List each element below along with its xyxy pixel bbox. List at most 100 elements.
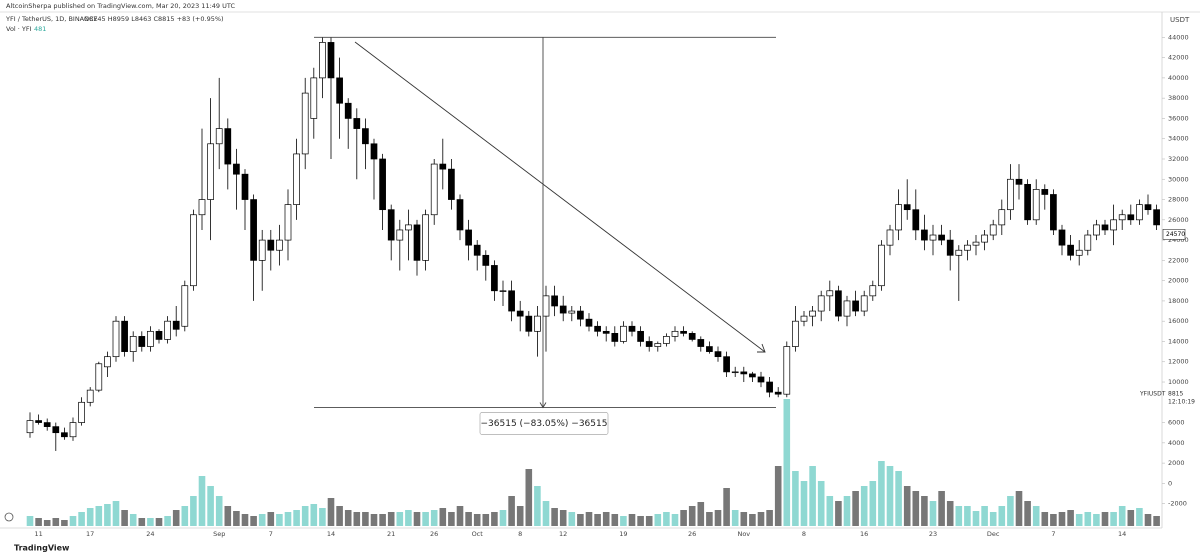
plot: 4400042000400003800036000340003200030000… [26, 33, 1195, 538]
volume-bar [344, 510, 352, 526]
candle-body [387, 209, 395, 241]
candle-body [1153, 209, 1160, 226]
candle-body [972, 241, 980, 246]
volume-bar [981, 506, 988, 526]
volume-bar [1136, 508, 1143, 526]
volume-bar [448, 512, 455, 526]
volume-bar [35, 518, 42, 526]
y-tick-label: 36000 [1168, 114, 1189, 122]
candle-body [903, 204, 911, 211]
candle-body [198, 199, 206, 216]
volume-bar [731, 510, 739, 526]
volume-bar [637, 516, 644, 526]
x-tick-label: 16 [860, 530, 868, 538]
candle-body [430, 163, 438, 216]
candle-body [783, 346, 791, 395]
volume-bar [215, 496, 223, 526]
candle-body [258, 239, 266, 261]
candle-body [792, 320, 799, 347]
candle-body [1084, 234, 1092, 251]
volume-bar [456, 506, 464, 526]
y-tick-label: 4000 [1168, 439, 1185, 447]
volume-bar [972, 511, 980, 526]
candle-body [508, 290, 515, 312]
volume-bar [551, 508, 558, 526]
x-tick-label: 23 [929, 530, 937, 538]
candle-body [473, 244, 481, 256]
volume-bar [886, 466, 894, 526]
volume-bar [860, 486, 868, 526]
volume-bar [1075, 514, 1083, 526]
candle-body [465, 229, 472, 246]
volume-bar [559, 510, 567, 526]
candle-body [155, 330, 163, 340]
y-tick-label: 32000 [1168, 155, 1189, 163]
candle-body [800, 315, 808, 322]
volume-bar [955, 506, 963, 526]
candle-body [86, 389, 94, 403]
volume-bar [869, 481, 877, 526]
volume-bar [241, 514, 249, 526]
settings-icon[interactable] [4, 512, 14, 522]
candle-body [1101, 224, 1109, 231]
volume-bar [663, 512, 670, 526]
candle-body [516, 310, 524, 317]
symbol-label: YFIUSDT [1139, 391, 1166, 398]
volume-bar [319, 508, 326, 526]
volume-bar [1101, 512, 1109, 526]
candle-body [749, 373, 756, 378]
candle-body [766, 381, 773, 393]
volume-label: Vol · YFI [6, 25, 32, 33]
x-tick-label: 26 [688, 530, 696, 538]
volume-bar [1050, 514, 1057, 526]
volume-bar [190, 496, 197, 526]
candle-body [886, 229, 894, 246]
candle-body [912, 209, 920, 231]
candle-body [938, 234, 945, 241]
candle-body [1015, 178, 1023, 185]
candle-body [396, 229, 404, 241]
y-unit: USDT [1170, 16, 1190, 24]
volume-bar [430, 510, 438, 526]
x-tick-label: 14 [327, 530, 335, 538]
candle-body [551, 295, 558, 307]
x-tick-label: 8 [802, 530, 806, 538]
volume-bar [284, 512, 292, 526]
volume-bar [611, 514, 619, 526]
candle-body [121, 320, 128, 352]
x-tick-label: 7 [1051, 530, 1055, 538]
volume-bar [1041, 512, 1049, 526]
candle-body [998, 209, 1006, 226]
volume-bar [267, 512, 275, 526]
volume-bar [1015, 491, 1023, 526]
volume-bar [740, 512, 748, 526]
volume-bar [250, 516, 257, 526]
volume-bar [224, 506, 232, 526]
candle-body [602, 330, 610, 334]
y-tick-label: 28000 [1168, 196, 1189, 204]
volume-bar [697, 502, 705, 526]
candle-body [559, 305, 567, 314]
x-tick-label: 7 [269, 530, 273, 538]
volume-bar [129, 514, 137, 526]
volume-bar [577, 514, 584, 526]
candle-body [129, 336, 137, 352]
candle-body [628, 325, 636, 332]
candle-body [284, 204, 292, 241]
candle-body [370, 143, 378, 160]
candle-body [276, 239, 283, 251]
price-marker: 24570 [1166, 231, 1185, 238]
candle-body [740, 371, 748, 375]
candle-body [267, 239, 275, 251]
volume-bar [1153, 516, 1160, 526]
y-tick-label: 38000 [1168, 94, 1189, 102]
candle-body [112, 320, 120, 358]
candle-body [35, 420, 42, 423]
candle-body [774, 391, 782, 395]
volume-bar [147, 518, 154, 526]
candle-body [172, 320, 180, 330]
volume-bar [843, 496, 851, 526]
candle-body [293, 153, 300, 205]
candle-body [1041, 189, 1049, 195]
volume-bar [1032, 506, 1040, 526]
